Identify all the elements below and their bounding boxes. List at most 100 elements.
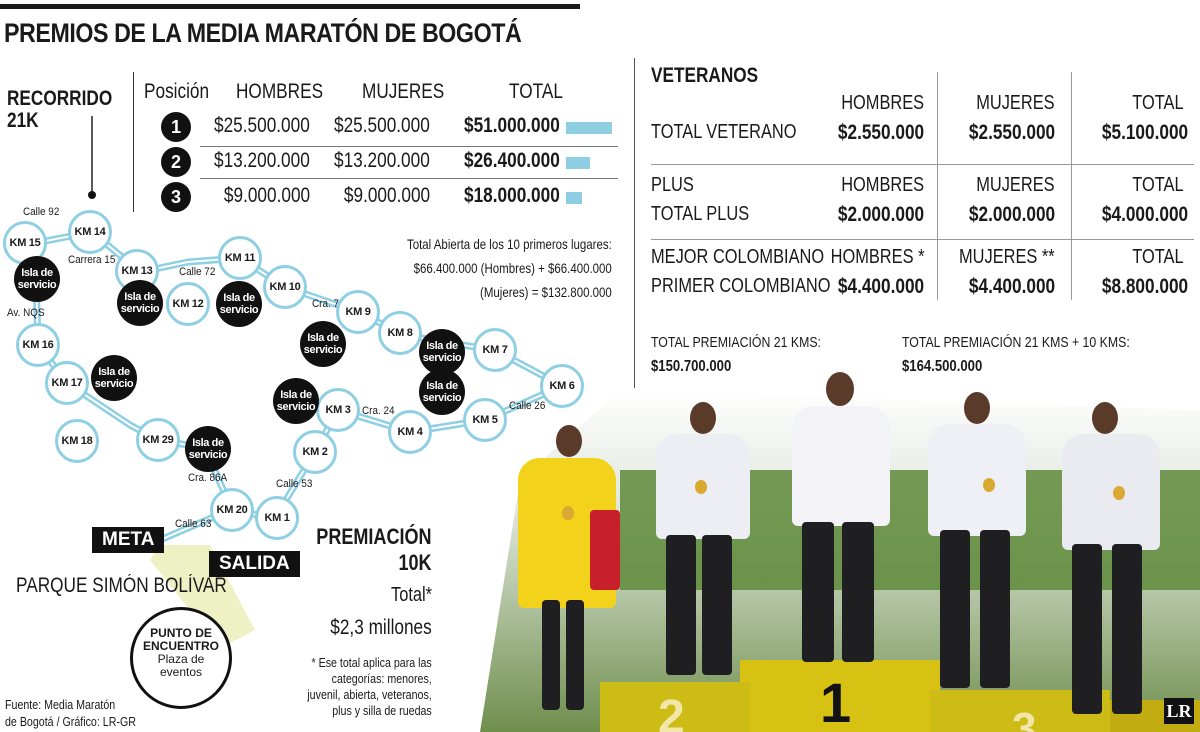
street-label: Calle 72: [179, 266, 216, 278]
premiacion-line1: PREMIACIÓN: [316, 524, 432, 549]
total-amount: $8.800.000: [1101, 275, 1188, 298]
section-label: MEJOR COLOMBIANO: [651, 246, 825, 268]
service-island: Isla de servicio: [117, 280, 163, 326]
service-island: Isla de servicio: [91, 355, 137, 401]
section-divider: [651, 164, 1194, 165]
total-21-10-value: $164.500.000: [902, 358, 983, 375]
hombres-header: HOMBRES: [841, 174, 924, 196]
total-21-label: TOTAL PREMIACIÓN 21 KMS:: [651, 334, 821, 351]
park-area: [150, 545, 255, 648]
km-marker: KM 4: [388, 410, 432, 454]
km-marker: KM 12: [166, 282, 210, 326]
isla-text: servicio: [17, 279, 57, 291]
isla-text: Isla de: [98, 366, 130, 378]
total-21-value: $150.700.000: [651, 358, 732, 375]
col-divider: [937, 72, 938, 300]
mujeres-cell: $13.200.000: [334, 149, 430, 172]
total-cell: $18.000.000: [464, 184, 560, 207]
punto-line1: PUNTO DE: [150, 626, 212, 640]
veteranos-title: VETERANOS: [651, 64, 759, 87]
premiacion-amount: $2,3 millones: [330, 616, 432, 639]
mujeres-amount: $2.000.000: [968, 203, 1055, 226]
service-island: Isla de servicio: [14, 256, 60, 302]
position-badge: 3: [161, 182, 191, 212]
km-marker: KM 11: [218, 236, 262, 280]
total-bar: [566, 122, 612, 134]
mujeres-cell: $25.500.000: [334, 114, 430, 137]
street-label: Av. NQS: [7, 307, 45, 319]
km-marker: KM 2: [293, 430, 337, 474]
source-line1: Fuente: Media Maratón: [5, 697, 116, 712]
isla-text: Isla de: [124, 291, 156, 303]
service-island: Isla de servicio: [419, 369, 465, 415]
km-marker: KM 7: [473, 328, 517, 372]
hombres-cell: $13.200.000: [214, 149, 310, 172]
total-amount: $4.000.000: [1101, 203, 1188, 226]
section-label: PLUS: [651, 174, 694, 196]
isla-text: servicio: [422, 352, 462, 364]
podium-1-number: 1: [820, 671, 852, 732]
header-total: TOTAL: [509, 80, 563, 103]
footnote-line4: plus y silla de ruedas: [332, 703, 432, 718]
premiacion-line2: 10K: [398, 550, 432, 575]
hombres-amount: $4.400.000: [837, 275, 924, 298]
table-divider: [133, 72, 134, 212]
mujeres-amount: $4.400.000: [968, 275, 1055, 298]
podium-2-number: 2: [658, 691, 685, 732]
hombres-cell: $9.000.000: [223, 184, 310, 207]
header-mujeres: MUJERES: [362, 80, 445, 103]
service-island: Isla de servicio: [216, 281, 262, 327]
service-island: Isla de servicio: [185, 426, 231, 472]
isla-text: servicio: [120, 303, 160, 315]
punto-line2: ENCUENTRO: [142, 639, 219, 653]
hombres-amount: $2.000.000: [837, 203, 924, 226]
title-rule: [0, 4, 580, 9]
isla-text: servicio: [94, 378, 134, 390]
mujeres-cell: $9.000.000: [343, 184, 430, 207]
premiacion-footnote: * Ese total aplica para las categorías: …: [308, 655, 432, 719]
pointer-dot: [88, 191, 96, 199]
page-title: PREMIOS DE LA MEDIA MARATÓN DE BOGOTÁ: [4, 18, 522, 48]
position-badge: 2: [161, 147, 191, 177]
meta-tag: META: [92, 527, 165, 553]
total-header: TOTAL: [1132, 174, 1184, 196]
street-label: Cra. 24: [362, 405, 395, 417]
service-island: Isla de servicio: [419, 329, 465, 375]
row-divider: [200, 178, 618, 179]
abierta-line3: (Mujeres) = $132.800.000: [480, 284, 612, 300]
km-marker: KM 29: [136, 418, 180, 462]
km-marker: KM 3: [316, 388, 360, 432]
position-badge: 1: [161, 112, 191, 142]
km-marker: KM 5: [463, 398, 507, 442]
mujeres-header: MUJERES: [976, 174, 1055, 196]
hombres-header: HOMBRES *: [830, 246, 924, 268]
isla-text: servicio: [303, 344, 343, 356]
footnote-line1: * Ese total aplica para las: [311, 655, 432, 670]
isla-text: Isla de: [280, 389, 312, 401]
hombres-cell: $25.500.000: [214, 114, 310, 137]
total-cell: $51.000.000: [464, 114, 560, 137]
street-label: Cra. 86A: [188, 472, 228, 484]
service-island: Isla de servicio: [300, 321, 346, 367]
street-label: Calle 53: [276, 478, 313, 490]
km-marker: KM 1: [255, 496, 299, 540]
podium-photo: 2 1 3 LR: [480, 330, 1200, 732]
total-header: TOTAL: [1132, 246, 1184, 268]
total-header: TOTAL: [1132, 92, 1184, 114]
lr-logo: LR: [1164, 698, 1194, 724]
total-bar: [566, 157, 590, 169]
podium-3-number: 3: [1012, 704, 1037, 732]
header-hombres: HOMBRES: [236, 80, 324, 103]
row-divider: [200, 146, 618, 147]
total-21-10-label: TOTAL PREMIACIÓN 21 KMS + 10 KMS:: [902, 334, 1130, 351]
street-label: Calle 92: [23, 206, 60, 218]
total-amount: $5.100.000: [1101, 121, 1188, 144]
isla-text: Isla de: [426, 340, 458, 352]
recorrido-title: RECORRIDO 21K: [7, 88, 112, 132]
street-label: Carrera 15: [68, 254, 116, 266]
parque-label: PARQUE SIMÓN BOLÍVAR: [16, 574, 227, 597]
km-marker: KM 8: [378, 311, 422, 355]
abierta-line1: Total Abierta de los 10 primeros lugares…: [407, 236, 612, 252]
km-marker: KM 18: [55, 419, 99, 463]
total-bar: [566, 192, 582, 204]
